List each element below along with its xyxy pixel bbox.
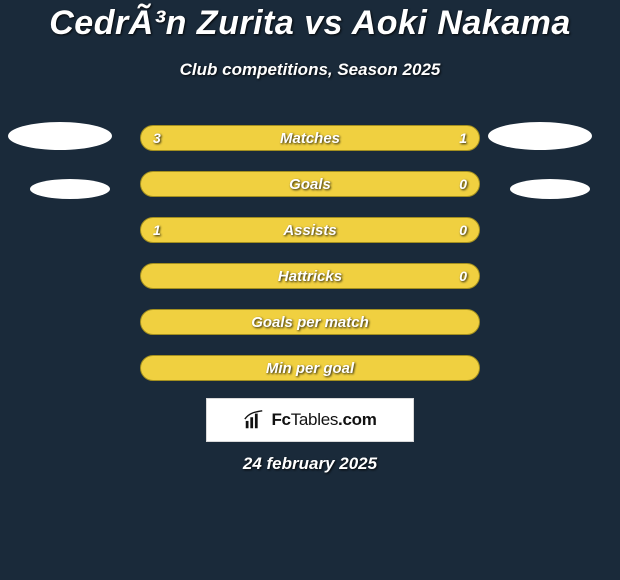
- stat-value-right: 0: [459, 218, 467, 242]
- stat-value-right: 1: [459, 126, 467, 150]
- stat-bar: 0Goals: [140, 171, 480, 197]
- date-label: 24 february 2025: [0, 454, 620, 474]
- stat-bar-left-segment: [141, 356, 479, 380]
- stat-bar: Goals per match: [140, 309, 480, 335]
- stat-value-right: 0: [459, 264, 467, 288]
- avatar-player-left-club: [8, 122, 112, 150]
- stat-bar: 0Hattricks: [140, 263, 480, 289]
- comparison-card: CedrÃ³n Zurita vs Aoki Nakama Club compe…: [0, 0, 620, 580]
- stat-value-left: 1: [153, 218, 161, 242]
- stat-bar-right-segment: [141, 310, 479, 334]
- avatar-player-right-nat: [510, 179, 590, 199]
- stat-bars: 31Matches0Goals10Assists0HattricksGoals …: [140, 125, 480, 401]
- page-title: CedrÃ³n Zurita vs Aoki Nakama: [0, 4, 620, 43]
- brand-text: FcTables.com: [271, 410, 376, 430]
- brand-badge[interactable]: FcTables.com: [206, 398, 414, 442]
- subtitle: Club competitions, Season 2025: [0, 60, 620, 80]
- stat-bar-left-segment: [141, 126, 395, 150]
- stat-bar-left-segment: [141, 218, 395, 242]
- avatar-player-right-club: [488, 122, 592, 150]
- avatar-player-left-nat: [30, 179, 110, 199]
- stat-bar-right-segment: [141, 264, 479, 288]
- stat-bar: 10Assists: [140, 217, 480, 243]
- stat-value-right: 0: [459, 172, 467, 196]
- brand-main: Tables: [291, 410, 338, 429]
- stat-bar: Min per goal: [140, 355, 480, 381]
- stat-bar-right-segment: [141, 172, 479, 196]
- brand-suffix: .com: [338, 410, 376, 429]
- chart-icon: [243, 409, 265, 431]
- brand-prefix: Fc: [271, 410, 290, 429]
- stat-bar: 31Matches: [140, 125, 480, 151]
- stat-value-left: 3: [153, 126, 161, 150]
